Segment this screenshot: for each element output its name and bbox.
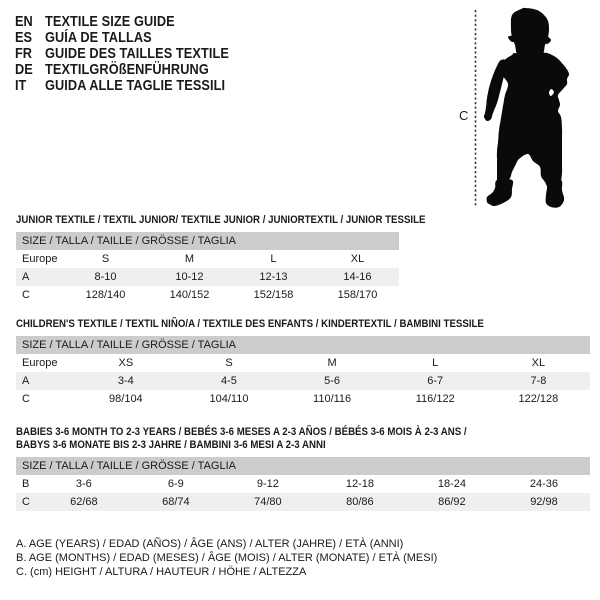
svg-text:C: C (459, 108, 468, 123)
